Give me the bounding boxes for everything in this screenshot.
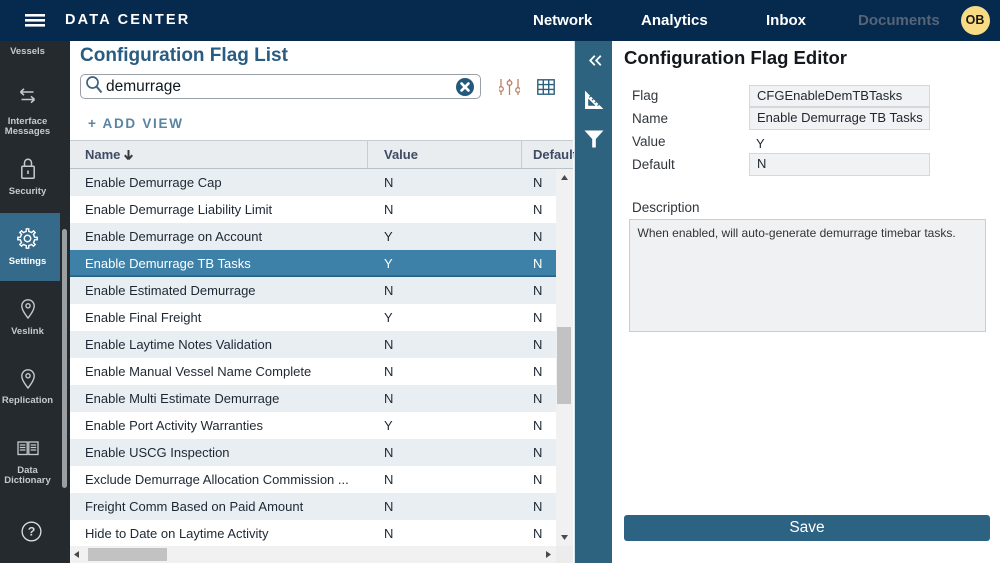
svg-text:?: ? bbox=[27, 524, 35, 538]
